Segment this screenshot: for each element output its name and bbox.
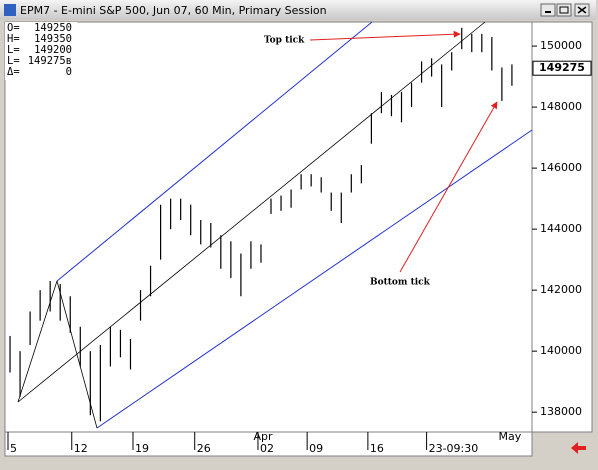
info-label: Δ=: [7, 66, 20, 78]
info-box: [5, 22, 77, 80]
maximize-button[interactable]: [556, 3, 572, 17]
x-tick-label: 26: [197, 442, 211, 455]
y-tick-label: 146000: [540, 161, 582, 174]
info-value: 149275в: [28, 55, 72, 67]
y-tick-label: 148000: [540, 100, 582, 113]
y-tick-label: 150000: [540, 39, 582, 52]
x-tick-label: 19: [135, 442, 149, 455]
info-label: L=: [7, 44, 20, 56]
last-price-label: 149275: [539, 61, 585, 74]
close-icon: [577, 6, 587, 14]
price-bars: [9, 27, 513, 422]
maximize-icon: [559, 6, 569, 14]
x-tick-label: 5: [10, 442, 17, 455]
y-tick-label: 140000: [540, 344, 582, 357]
annotation-arrow: [399, 101, 498, 273]
title-bar: [0, 0, 596, 20]
y-tick-label: 142000: [540, 283, 582, 296]
trend-line: [17, 21, 486, 403]
info-value: 0: [66, 66, 72, 78]
info-value: 149250: [34, 22, 72, 34]
x-tick-label: 16: [370, 442, 384, 455]
info-label: H=: [7, 33, 20, 45]
x-tick-label: 02: [260, 442, 274, 455]
info-label: O=: [7, 22, 20, 34]
y-axis-area: [531, 21, 593, 433]
last-price-box: [532, 60, 592, 76]
x-axis-area: [4, 431, 533, 457]
info-rows: O= 149250 H= 149350 L= 149200 L= 149275в Δ= 0: [7, 22, 72, 78]
channel-lower: [96, 129, 533, 429]
info-value: 149200: [34, 44, 72, 56]
x-tick-label: 09: [309, 442, 323, 455]
annotation: Bottom tick: [370, 278, 431, 288]
y-tick-label: 144000: [540, 222, 582, 235]
window-title: EPM7 - E-mini S&P 500, Jun 07, 60 Min, P…: [20, 4, 327, 17]
x-tick-label: 12: [74, 442, 88, 455]
annotation: Top tick: [264, 36, 305, 46]
info-label: L=: [7, 55, 20, 67]
channel-upper: [56, 21, 373, 282]
plot-area: [4, 21, 533, 433]
scroll-arrow[interactable]: [571, 442, 586, 454]
minimize-button[interactable]: [540, 3, 556, 17]
month-label: May: [499, 430, 522, 443]
month-label: Apr: [253, 430, 273, 443]
annotation-arrow: [309, 30, 461, 41]
window-buttons[interactable]: [540, 3, 590, 17]
app-icon: [4, 4, 16, 16]
axes: 138000 140000 142000 144000 146000 148000 1500…: [7, 39, 592, 455]
minimize-icon: [545, 11, 551, 13]
y-tick-label: 138000: [540, 405, 582, 418]
info-value: 149350: [34, 33, 72, 45]
x-tick-label: 23-09:30: [429, 442, 479, 455]
